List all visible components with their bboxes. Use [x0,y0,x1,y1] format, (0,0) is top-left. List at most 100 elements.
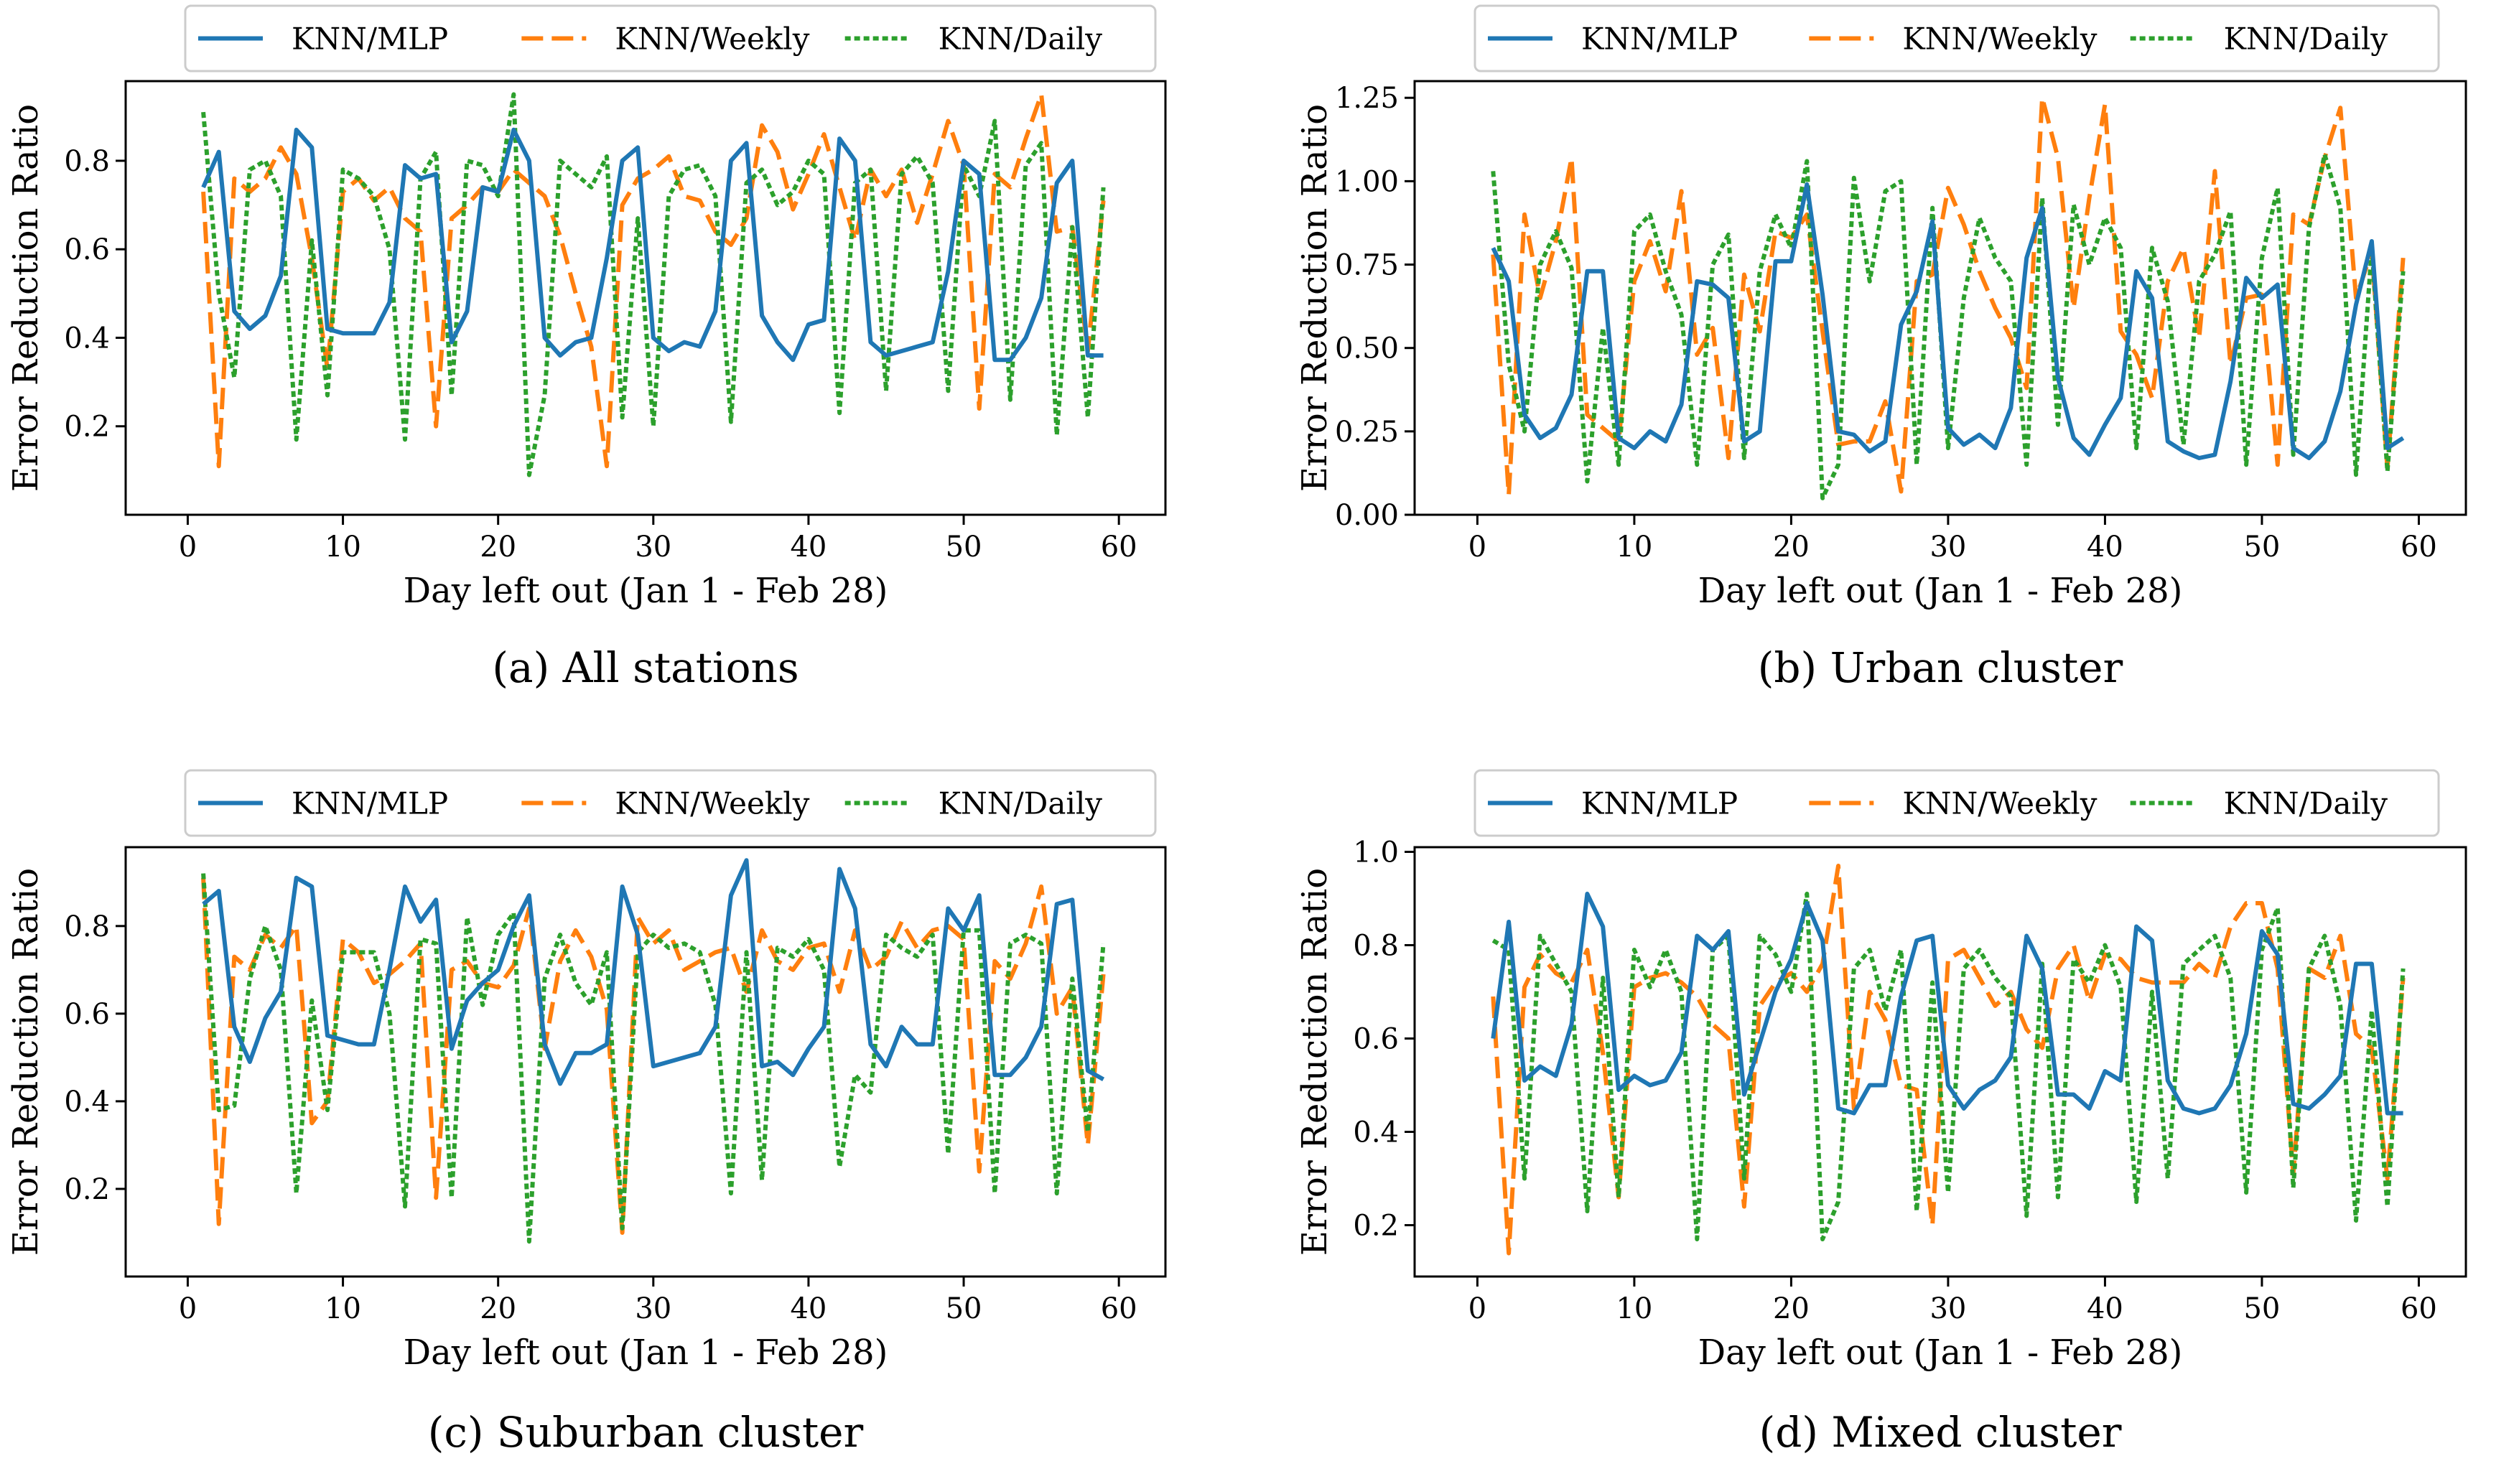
x-axis-label: Day left out (Jan 1 - Feb 28) [404,1333,888,1373]
y-tick-label: 0.50 [1335,332,1399,365]
legend-label: KNN/Daily [2224,786,2388,821]
y-tick-label: 0.8 [1353,930,1399,963]
legend-box [184,769,1157,837]
x-tick-label: 0 [1468,1292,1486,1325]
y-tick-label: 1.00 [1335,165,1399,198]
legend-label: KNN/MLP [1581,22,1738,57]
y-tick-label: 0.75 [1335,249,1399,282]
x-tick-label: 0 [1468,531,1486,564]
legend-label: KNN/Weekly [615,22,809,57]
x-tick-label: 20 [480,531,516,564]
x-tick-label: 40 [2087,1292,2123,1325]
y-tick-label: 0.2 [1353,1210,1399,1243]
x-tick-label: 10 [1616,1292,1652,1325]
y-axis-label: Error Reduction Ratio [6,104,46,492]
y-tick-label: 0.8 [64,145,110,178]
y-tick-label: 0.6 [64,233,110,266]
legend: KNN/MLP KNN/Weekly KNN/Daily [184,769,1157,837]
x-tick-label: 60 [1101,531,1137,564]
legend: KNN/MLP KNN/Weekly KNN/Daily [1474,769,2440,837]
chart-panel-3: 0 10 20 30 40 50 60 0.2 0.4 0.6 0.8 1.0 Day left out… [1295,769,2467,1457]
panel-caption: (c) Suburban cluster [428,1408,864,1457]
legend-box [184,4,1157,73]
series-line-knn-daily [201,92,1106,477]
series-line-knn-mlp [1491,182,2405,460]
legend-label: KNN/Daily [939,786,1103,821]
x-tick-label: 40 [2087,531,2123,564]
series-line-knn-mlp [202,858,1105,1086]
legend-label: KNN/Daily [939,22,1103,57]
x-tick-label: 60 [2401,1292,2437,1325]
x-tick-label: 50 [2243,1292,2280,1325]
x-tick-label: 50 [946,1292,982,1325]
y-tick-label: 1.0 [1353,836,1399,869]
series-line-knn-daily [1491,892,2406,1241]
x-axis-label: Day left out (Jan 1 - Feb 28) [1698,1333,2183,1373]
legend-label: KNN/Weekly [615,786,809,821]
x-axis-label: Day left out (Jan 1 - Feb 28) [404,571,888,611]
panel-caption: (b) Urban cluster [1758,643,2123,692]
y-tick-label: 0.00 [1335,499,1399,532]
x-tick-label: 20 [1773,531,1810,564]
y-tick-label: 0.2 [64,411,110,444]
legend: KNN/MLP KNN/Weekly KNN/Daily [184,4,1157,73]
legend-box [1474,769,2440,837]
plot-area [124,80,1167,516]
legend-label: KNN/Daily [2224,22,2388,57]
x-tick-label: 20 [1773,1292,1810,1325]
y-tick-label: 0.4 [64,322,110,355]
plot-area [1413,80,2467,516]
y-tick-label: 1.25 [1335,82,1399,115]
x-tick-label: 40 [790,1292,827,1325]
y-tick-label: 0.25 [1335,416,1399,449]
x-tick-label: 60 [2401,531,2437,564]
x-tick-label: 50 [946,531,982,564]
x-tick-label: 20 [480,1292,516,1325]
y-tick-label: 0.8 [64,910,110,943]
plot-area [124,846,1167,1278]
chart-panel-0: 0 10 20 30 40 50 60 0.2 0.4 0.6 0.8 Day left out (J… [6,4,1167,692]
x-tick-label: 50 [2243,531,2280,564]
y-tick-label: 0.6 [64,998,110,1031]
chart-panel-2: 0 10 20 30 40 50 60 0.2 0.4 0.6 0.8 Day left out (J… [6,769,1167,1457]
series-line-knn-daily [201,873,1106,1244]
legend-label: KNN/MLP [292,22,448,57]
panel-caption: (d) Mixed cluster [1759,1408,2122,1457]
legend-box [1474,4,2440,73]
x-axis-label: Day left out (Jan 1 - Feb 28) [1698,571,2183,611]
series-line-knn-weekly [1491,95,2406,498]
y-tick-label: 0.4 [1353,1116,1399,1149]
series-line-knn-weekly [201,92,1106,469]
x-tick-label: 30 [635,1292,671,1325]
legend-label: KNN/MLP [292,786,448,821]
series-line-knn-mlp [1491,892,2403,1116]
legend-label: KNN/MLP [1581,786,1738,821]
plot-area [1413,846,2467,1278]
x-tick-label: 40 [790,531,827,564]
x-tick-label: 10 [325,531,361,564]
y-axis-label: Error Reduction Ratio [6,868,46,1256]
x-tick-label: 0 [179,531,197,564]
series-line-knn-mlp [201,127,1104,363]
x-tick-label: 30 [1929,1292,1966,1325]
y-tick-label: 0.4 [64,1086,110,1119]
x-tick-label: 10 [1616,531,1652,564]
y-tick-label: 0.2 [64,1173,110,1206]
x-tick-label: 10 [325,1292,361,1325]
chart-panel-1: 0 10 20 30 40 50 60 0.00 0.25 0.50 0.75 1.00 1.25 Day… [1295,4,2467,692]
legend: KNN/MLP KNN/Weekly KNN/Daily [1474,4,2440,73]
panel-caption: (a) All stations [492,643,799,692]
y-axis-label: Error Reduction Ratio [1295,868,1335,1256]
series-line-knn-daily [1491,152,2406,500]
series-line-knn-weekly [201,877,1106,1235]
x-tick-label: 60 [1101,1292,1137,1325]
legend-label: KNN/Weekly [1902,22,2097,57]
series-line-knn-weekly [1491,864,2406,1256]
legend-label: KNN/Weekly [1902,786,2097,821]
y-tick-label: 0.6 [1353,1023,1399,1056]
x-tick-label: 30 [635,531,671,564]
x-tick-label: 30 [1929,531,1966,564]
y-axis-label: Error Reduction Ratio [1295,104,1335,492]
x-tick-label: 0 [179,1292,197,1325]
